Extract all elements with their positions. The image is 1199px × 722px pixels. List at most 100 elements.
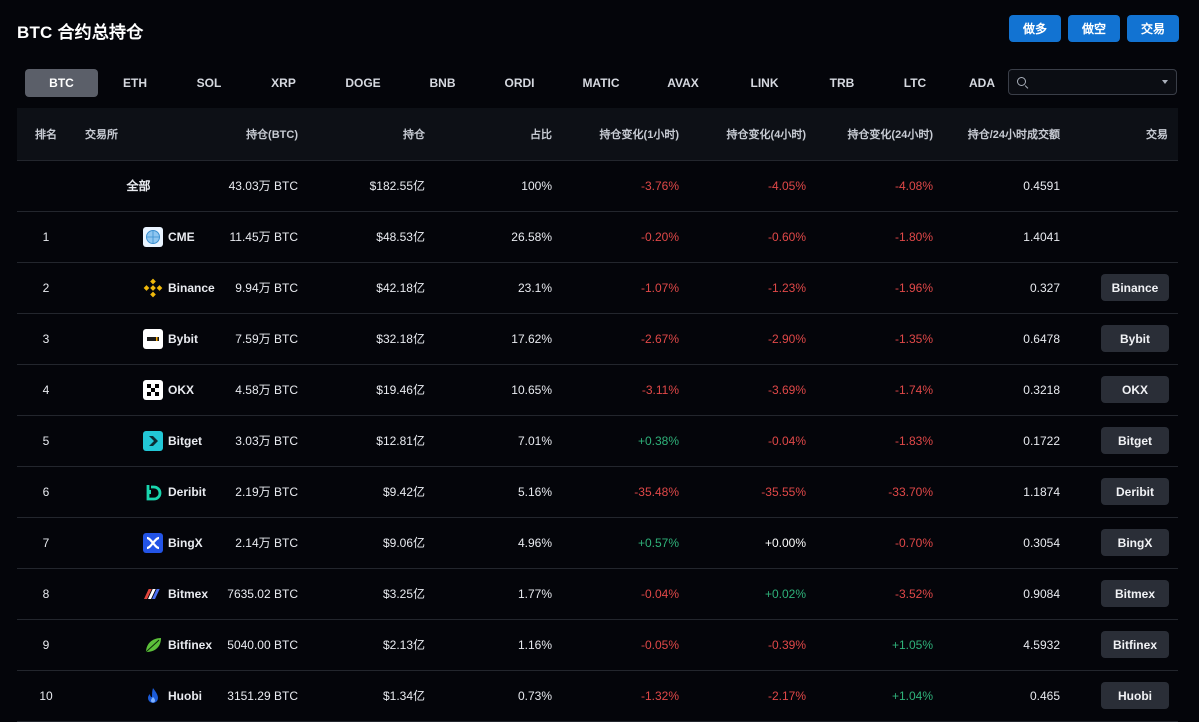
bitmex-logo-icon bbox=[143, 584, 163, 604]
coin-tabs: BTC ETH SOL XRP DOGE BNB ORDI MATIC AVAX LINK TRB L… bbox=[25, 69, 1000, 97]
exchange-cell: Binance bbox=[75, 262, 215, 313]
exchange-cell: OKX bbox=[75, 364, 202, 415]
tab-matic[interactable]: MATIC bbox=[582, 76, 620, 90]
trade-bingx-button[interactable]: BingX bbox=[1101, 529, 1169, 556]
trade-binance-button[interactable]: Binance bbox=[1101, 274, 1169, 301]
trade-cell: Bitfinex bbox=[1060, 619, 1178, 670]
header-trade: 交易 bbox=[1060, 108, 1178, 161]
trade-deribit-button[interactable]: Deribit bbox=[1101, 478, 1169, 505]
tab-trb[interactable]: TRB bbox=[829, 76, 855, 90]
oi-btc-cell: 7635.02 BTC bbox=[227, 586, 298, 601]
oi-btc-cell: 3151.29 BTC bbox=[227, 688, 298, 703]
header-rank: 排名 bbox=[17, 108, 75, 161]
share-cell: 5.16% bbox=[517, 484, 552, 499]
huobi-logo-icon bbox=[143, 686, 163, 706]
table-row: 1 CME 11.45万 BTC $48.53亿 26.58% -0.20% -… bbox=[17, 211, 1178, 262]
ratio-cell: 0.327 bbox=[1029, 280, 1060, 295]
chevron-down-icon[interactable] bbox=[1162, 80, 1168, 84]
trade-cell: Bybit bbox=[1060, 313, 1178, 364]
exchange-name: Bitmex bbox=[168, 586, 209, 601]
share-cell: 0.73% bbox=[517, 688, 552, 703]
oi-usd-cell: $12.81亿 bbox=[376, 434, 425, 448]
oi-usd-cell: $9.06亿 bbox=[382, 536, 425, 550]
change-1h-cell: +0.38% bbox=[637, 433, 679, 448]
ratio-cell: 1.1874 bbox=[1023, 484, 1060, 499]
bybit-logo-icon bbox=[143, 328, 163, 349]
trade-button[interactable]: 交易 bbox=[1126, 15, 1179, 42]
total-trade bbox=[1060, 160, 1178, 211]
header-change-24h: 持仓变化(24小时) bbox=[806, 108, 933, 161]
tab-sol[interactable]: SOL bbox=[196, 76, 222, 90]
total-oi-usd: $182.55亿 bbox=[369, 179, 425, 193]
change-4h-cell: -1.23% bbox=[767, 280, 806, 295]
trade-cell: Bitmex bbox=[1060, 568, 1178, 619]
change-1h-cell: -35.48% bbox=[634, 484, 679, 499]
coin-search-select[interactable] bbox=[1008, 69, 1177, 95]
oi-btc-cell: 2.14万 BTC bbox=[235, 536, 298, 550]
trade-cell bbox=[1060, 211, 1178, 262]
change-1h-cell: -3.11% bbox=[641, 382, 679, 397]
share-cell: 17.62% bbox=[511, 331, 552, 346]
change-24h-cell: -1.83% bbox=[894, 433, 933, 448]
table-row: 2 Binance 9.94万 BTC $42.18亿 23.1% -1.07%… bbox=[17, 262, 1178, 313]
trade-bitfinex-button[interactable]: Bitfinex bbox=[1101, 631, 1169, 658]
oi-usd-cell: $42.18亿 bbox=[376, 281, 425, 295]
ratio-cell: 1.4041 bbox=[1023, 229, 1060, 244]
ratio-cell: 0.1722 bbox=[1023, 433, 1060, 448]
trade-okx-button[interactable]: OKX bbox=[1101, 376, 1169, 403]
change-1h-cell: -1.07% bbox=[640, 280, 679, 295]
exchange-name: Huobi bbox=[168, 688, 202, 703]
ratio-cell: 4.5932 bbox=[1023, 637, 1060, 652]
trade-bitmex-button[interactable]: Bitmex bbox=[1101, 580, 1169, 607]
change-24h-cell: +1.05% bbox=[891, 637, 933, 652]
binance-logo-icon bbox=[143, 278, 163, 298]
change-1h-cell: -0.20% bbox=[640, 229, 679, 244]
rank-cell: 8 bbox=[42, 586, 50, 601]
tab-link[interactable]: LINK bbox=[750, 76, 779, 90]
rank-cell: 3 bbox=[42, 331, 50, 346]
table-header-row: 排名 交易所 持仓(BTC) 持仓 占比 持仓变化(1小时) 持仓变化(4小时)… bbox=[17, 108, 1178, 161]
total-row: 全部 43.03万 BTC $182.55亿 100% -3.76% -4.05… bbox=[17, 160, 1178, 211]
oi-btc-cell: 11.45万 BTC bbox=[229, 230, 298, 244]
header-change-1h: 持仓变化(1小时) bbox=[552, 108, 679, 161]
oi-btc-cell: 3.03万 BTC bbox=[235, 434, 298, 448]
tab-ada[interactable]: ADA bbox=[969, 76, 995, 90]
table-row: 10 Huobi 3151.29 BTC $1.34亿 0.73% -1.32%… bbox=[17, 670, 1178, 721]
tab-btc[interactable]: BTC bbox=[25, 69, 98, 97]
change-24h-cell: -1.80% bbox=[894, 229, 933, 244]
oi-btc-cell: 2.19万 BTC bbox=[235, 485, 298, 499]
total-change-4h: -4.05% bbox=[767, 178, 806, 193]
header-change-4h: 持仓变化(4小时) bbox=[679, 108, 806, 161]
change-4h-cell: +0.02% bbox=[764, 586, 806, 601]
trade-huobi-button[interactable]: Huobi bbox=[1101, 682, 1169, 709]
tab-eth[interactable]: ETH bbox=[123, 76, 147, 90]
long-button[interactable]: 做多 bbox=[1008, 15, 1061, 42]
table-row: 9 Bitfinex 5040.00 BTC $2.13亿 1.16% -0.0… bbox=[17, 619, 1178, 670]
search-input[interactable] bbox=[1032, 74, 1162, 90]
tab-doge[interactable]: DOGE bbox=[345, 76, 381, 90]
exchange-cell: Bitmex bbox=[75, 568, 208, 619]
tab-ltc[interactable]: LTC bbox=[903, 76, 927, 90]
change-24h-cell: -1.35% bbox=[894, 331, 933, 346]
change-24h-cell: -33.70% bbox=[888, 484, 933, 499]
header-oi-volume-ratio: 持仓/24小时成交额 bbox=[933, 108, 1060, 161]
trade-bitget-button[interactable]: Bitget bbox=[1101, 427, 1169, 454]
tab-avax[interactable]: AVAX bbox=[667, 76, 699, 90]
short-button[interactable]: 做空 bbox=[1067, 15, 1120, 42]
trade-cell: Binance bbox=[1060, 262, 1178, 313]
exchange-cell: Deribit bbox=[75, 466, 206, 517]
trade-bybit-button[interactable]: Bybit bbox=[1101, 325, 1169, 352]
change-4h-cell: -0.04% bbox=[767, 433, 806, 448]
tab-ordi[interactable]: ORDI bbox=[504, 76, 535, 90]
tab-bnb[interactable]: BNB bbox=[429, 76, 456, 90]
rank-cell: 1 bbox=[42, 229, 50, 244]
tab-xrp[interactable]: XRP bbox=[271, 76, 296, 90]
ratio-cell: 0.6478 bbox=[1023, 331, 1060, 346]
trade-cell: Huobi bbox=[1060, 670, 1178, 721]
share-cell: 23.1% bbox=[517, 280, 552, 295]
exchange-name: Binance bbox=[168, 280, 215, 295]
share-cell: 26.58% bbox=[511, 229, 552, 244]
open-interest-table: 排名 交易所 持仓(BTC) 持仓 占比 持仓变化(1小时) 持仓变化(4小时)… bbox=[17, 108, 1178, 722]
oi-btc-cell: 5040.00 BTC bbox=[227, 637, 298, 652]
trade-cell: Bitget bbox=[1060, 415, 1178, 466]
